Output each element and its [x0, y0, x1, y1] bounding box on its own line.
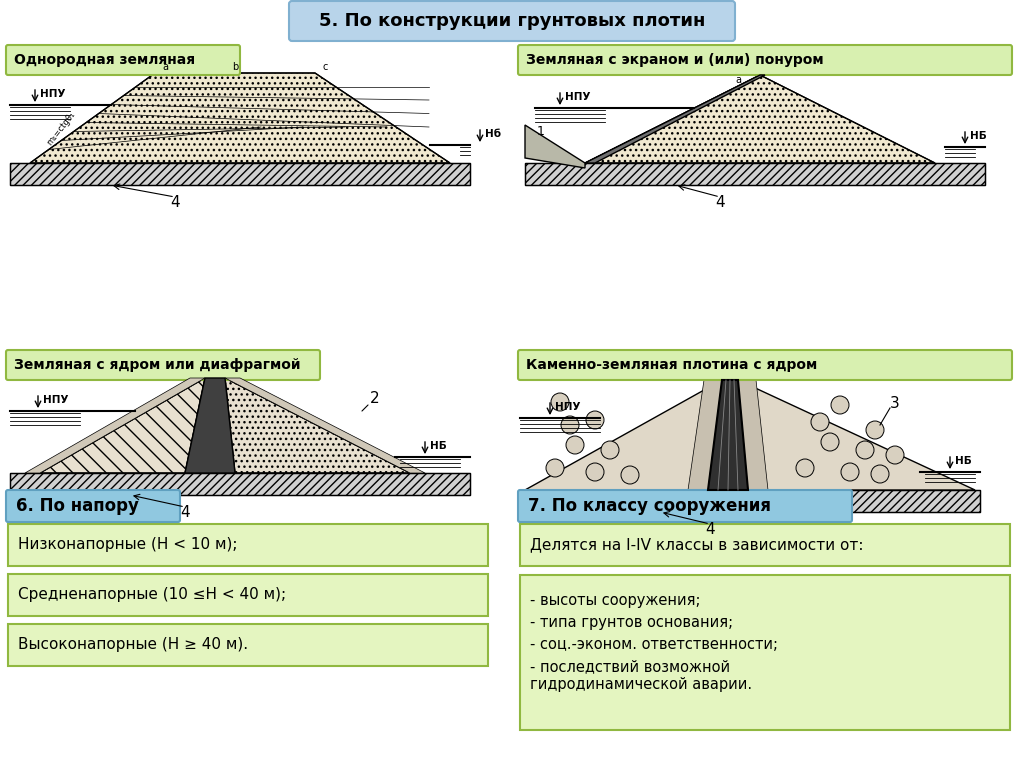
Text: НБ: НБ [430, 441, 446, 451]
Text: - высоты сооружения;: - высоты сооружения; [530, 593, 700, 608]
Circle shape [586, 411, 604, 429]
Text: 3: 3 [890, 396, 900, 411]
Circle shape [601, 441, 618, 459]
Circle shape [866, 421, 884, 439]
Polygon shape [525, 380, 722, 490]
Text: Каменно-земляная плотина с ядром: Каменно-земляная плотина с ядром [526, 358, 817, 372]
Polygon shape [25, 378, 205, 473]
Text: гидродинамической аварии.: гидродинамической аварии. [530, 677, 752, 692]
FancyBboxPatch shape [518, 45, 1012, 75]
Polygon shape [10, 473, 470, 495]
Polygon shape [525, 163, 985, 185]
Circle shape [871, 465, 889, 483]
Text: 2: 2 [370, 391, 380, 406]
Polygon shape [225, 378, 410, 473]
Circle shape [821, 433, 839, 451]
Polygon shape [40, 378, 205, 473]
Polygon shape [520, 490, 980, 512]
Text: 4: 4 [715, 195, 725, 210]
Circle shape [551, 393, 569, 411]
Text: m₁=ctgθ₁: m₁=ctgθ₁ [45, 109, 77, 147]
Circle shape [546, 459, 564, 477]
Polygon shape [30, 73, 450, 163]
Text: 4: 4 [705, 522, 715, 537]
Polygon shape [10, 163, 470, 185]
Circle shape [886, 446, 904, 464]
Bar [8, 624, 488, 666]
Text: НПУ: НПУ [40, 89, 66, 99]
Polygon shape [708, 380, 748, 490]
FancyBboxPatch shape [289, 1, 735, 41]
Text: 4: 4 [180, 505, 189, 520]
Text: 4: 4 [170, 195, 179, 210]
Polygon shape [525, 125, 585, 168]
Circle shape [621, 466, 639, 484]
Text: Высоконапорные (Н ≥ 40 м).: Высоконапорные (Н ≥ 40 м). [18, 637, 248, 653]
Text: - типа грунтов основания;: - типа грунтов основания; [530, 615, 733, 630]
Text: Однородная земляная: Однородная земляная [14, 53, 196, 67]
Polygon shape [688, 380, 722, 490]
Bar [8, 524, 488, 566]
Polygon shape [185, 378, 234, 473]
Text: 1: 1 [537, 125, 545, 138]
Circle shape [586, 463, 604, 481]
Circle shape [561, 416, 579, 434]
Text: 7. По классу сооружения: 7. По классу сооружения [528, 497, 771, 515]
Text: НПУ: НПУ [565, 92, 591, 102]
Bar [8, 574, 488, 616]
Text: Низконапорные (Н < 10 м);: Низконапорные (Н < 10 м); [18, 538, 238, 552]
Text: НБ: НБ [970, 131, 987, 141]
FancyBboxPatch shape [6, 490, 180, 522]
Text: Земляная с экраном и (или) понуром: Земляная с экраном и (или) понуром [526, 53, 823, 67]
FancyBboxPatch shape [6, 45, 240, 75]
Polygon shape [225, 378, 425, 473]
FancyBboxPatch shape [518, 350, 1012, 380]
Polygon shape [738, 380, 768, 490]
Polygon shape [585, 75, 765, 163]
FancyBboxPatch shape [6, 350, 319, 380]
Text: b: b [231, 62, 239, 72]
Polygon shape [738, 380, 975, 490]
Polygon shape [585, 75, 935, 163]
FancyBboxPatch shape [518, 490, 852, 522]
Circle shape [566, 436, 584, 454]
Circle shape [796, 459, 814, 477]
Circle shape [811, 413, 829, 431]
Text: НБ: НБ [955, 456, 972, 466]
Text: НПУ: НПУ [555, 402, 581, 412]
Bar [520, 524, 1010, 566]
Bar [520, 575, 1010, 730]
Text: Делятся на I-IV классы в зависимости от:: Делятся на I-IV классы в зависимости от: [530, 538, 863, 552]
Text: a: a [162, 62, 168, 72]
Text: - последствий возможной: - последствий возможной [530, 659, 730, 674]
Text: НПУ: НПУ [43, 395, 69, 405]
Text: 5. По конструкции грунтовых плотин: 5. По конструкции грунтовых плотин [318, 12, 706, 30]
Circle shape [841, 463, 859, 481]
Circle shape [856, 441, 874, 459]
Text: - соц.-эконом. ответственности;: - соц.-эконом. ответственности; [530, 637, 778, 652]
Text: c: c [323, 62, 328, 72]
Text: Земляная с ядром или диафрагмой: Земляная с ядром или диафрагмой [14, 358, 300, 372]
Text: 6. По напору: 6. По напору [16, 497, 139, 515]
Circle shape [831, 396, 849, 414]
Text: Нб: Нб [485, 129, 501, 139]
Text: a: a [735, 75, 741, 85]
Text: Средненапорные (10 ≤Н < 40 м);: Средненапорные (10 ≤Н < 40 м); [18, 588, 286, 603]
